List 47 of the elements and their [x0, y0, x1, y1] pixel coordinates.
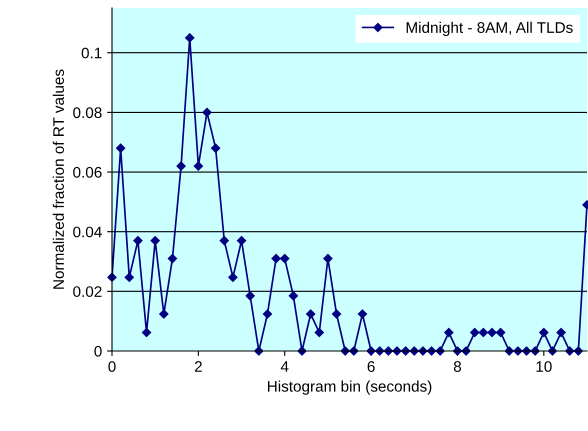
point — [470, 328, 480, 338]
x-tick-label: 4 — [280, 361, 289, 372]
point — [444, 328, 454, 338]
point — [262, 309, 272, 319]
x-axis-title: Histogram bin (seconds) — [268, 380, 432, 395]
point — [496, 328, 506, 338]
point — [332, 309, 342, 319]
point — [271, 254, 281, 264]
point — [358, 309, 368, 319]
y-tick-label: 0.06 — [73, 166, 102, 178]
point — [124, 272, 134, 282]
y-tick-label: 0.1 — [82, 48, 102, 58]
y-tick-label: 0 — [94, 346, 102, 357]
x-tick-label: 10 — [536, 361, 552, 372]
point — [323, 254, 333, 264]
point — [280, 254, 290, 264]
y-axis-title: Normalized fraction of RT values — [52, 70, 64, 289]
point — [236, 236, 246, 246]
x-tick-label: 0 — [108, 361, 116, 372]
point — [194, 161, 203, 171]
point — [116, 144, 126, 153]
x-tick-label: 6 — [368, 361, 375, 372]
point — [556, 328, 566, 338]
point — [142, 328, 152, 338]
legend-label: Midnight - 8AM, All TLDs — [406, 22, 573, 36]
x-tick-label: 2 — [194, 361, 202, 372]
y-tick-label: 0.08 — [73, 107, 102, 118]
point — [150, 236, 160, 246]
point — [159, 309, 168, 319]
point — [487, 328, 497, 338]
point — [539, 328, 548, 338]
point — [211, 144, 220, 153]
point — [185, 33, 194, 42]
point — [228, 272, 238, 282]
point — [314, 328, 324, 338]
point — [133, 236, 143, 246]
point — [306, 309, 316, 319]
point — [288, 291, 298, 300]
point — [478, 328, 488, 338]
point — [202, 108, 212, 118]
point — [246, 291, 255, 300]
point — [176, 161, 186, 171]
y-tick-label: 0.04 — [73, 226, 102, 238]
y-tick-label: 0.02 — [73, 286, 102, 298]
x-tick-label: 8 — [454, 361, 462, 372]
point — [220, 236, 229, 246]
point — [168, 254, 178, 264]
